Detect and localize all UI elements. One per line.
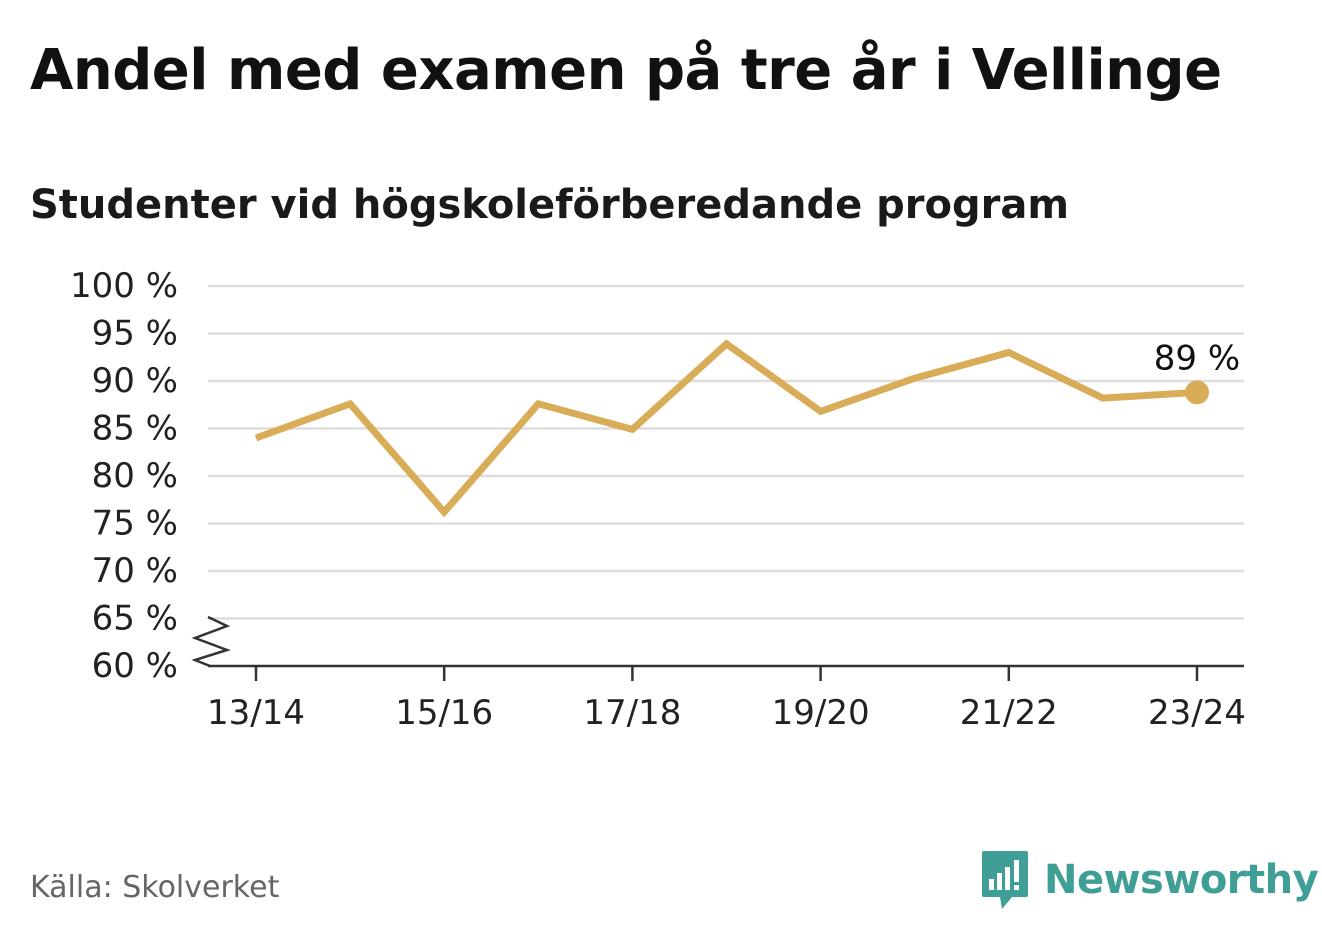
chart-title: Andel med examen på tre år i Vellinge <box>30 38 1222 103</box>
x-tick-label: 15/16 <box>395 693 493 733</box>
y-tick-label: 85 % <box>92 409 178 449</box>
series-line <box>254 339 1198 518</box>
y-tick-label: 95 % <box>92 314 178 354</box>
line-chart: 60 % 65 % 70 % 75 % 80 % 85 % 90 % 95 % 100 % 13/… <box>70 266 1246 733</box>
chart-subtitle: Studenter vid högskoleförberedande progr… <box>30 182 1070 228</box>
x-tick-label: 19/20 <box>772 693 870 733</box>
y-tick-label: 60 % <box>92 646 178 686</box>
newsworthy-logo: Newsworthy <box>980 848 1319 912</box>
y-tick-label: 80 % <box>92 456 178 496</box>
x-tick-label: 23/24 <box>1148 693 1246 733</box>
y-axis-break-icon <box>191 615 231 668</box>
y-tick-label: 65 % <box>92 599 178 639</box>
brand-name: Newsworthy <box>1044 857 1319 903</box>
y-tick-label: 90 % <box>92 361 178 401</box>
y-tick-label: 100 % <box>70 266 178 306</box>
bar-chart-speech-bubble-icon <box>982 851 1028 909</box>
x-tick-label: 21/22 <box>960 693 1058 733</box>
source-note: Källa: Skolverket <box>30 870 280 905</box>
y-tick-label: 75 % <box>92 504 178 544</box>
x-tick-label: 17/18 <box>583 693 681 733</box>
y-tick-label: 70 % <box>92 551 178 591</box>
last-value-label: 89 % <box>1154 338 1240 378</box>
last-data-point <box>1185 380 1209 405</box>
x-tick-label: 13/14 <box>207 693 305 733</box>
